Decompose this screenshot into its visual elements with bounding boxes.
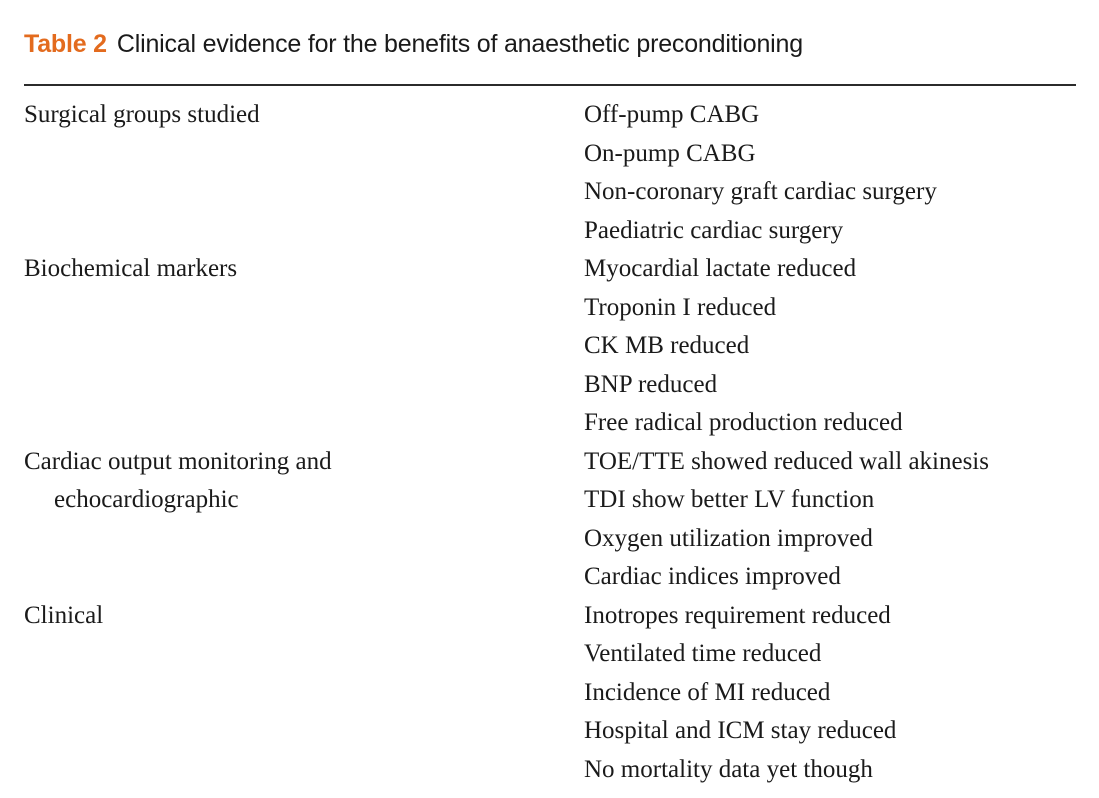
category-label: Clinical	[24, 597, 564, 636]
finding-item: No mortality data yet though	[584, 751, 1099, 790]
finding-item: Free radical production reduced	[584, 404, 1099, 443]
table-row: Cardiac output monitoring andechocardiog…	[0, 443, 1099, 597]
finding-item: BNP reduced	[584, 366, 1099, 405]
finding-item: Paediatric cardiac surgery	[584, 212, 1099, 251]
evidence-table: Surgical groups studied Off-pump CABGOn-p…	[0, 96, 1099, 789]
finding-item: Off-pump CABG	[584, 96, 1099, 135]
finding-item: Non-coronary graft cardiac surgery	[584, 173, 1099, 212]
finding-item: Myocardial lactate reduced	[584, 250, 1099, 289]
table-top-rule	[24, 84, 1076, 86]
table-row: Biochemical markers Myocardial lactate re…	[0, 250, 1099, 443]
category-label: echocardiographic	[24, 481, 564, 520]
row-findings: Myocardial lactate reducedTroponin I red…	[584, 250, 1099, 443]
finding-item: Inotropes requirement reduced	[584, 597, 1099, 636]
category-label: Cardiac output monitoring and	[24, 443, 564, 482]
finding-item: Ventilated time reduced	[584, 635, 1099, 674]
finding-item: Cardiac indices improved	[584, 558, 1099, 597]
finding-item: CK MB reduced	[584, 327, 1099, 366]
category-label: Surgical groups studied	[24, 96, 564, 135]
finding-item: TOE/TTE showed reduced wall akinesis	[584, 443, 1099, 482]
row-findings: TOE/TTE showed reduced wall akinesisTDI …	[584, 443, 1099, 597]
row-category: Surgical groups studied	[24, 96, 564, 135]
finding-item: TDI show better LV function	[584, 481, 1099, 520]
finding-item: Incidence of MI reduced	[584, 674, 1099, 713]
row-findings: Off-pump CABGOn-pump CABGNon-coronary gr…	[584, 96, 1099, 250]
row-findings: Inotropes requirement reducedVentilated …	[584, 597, 1099, 790]
table-label: Table 2	[24, 30, 107, 58]
finding-item: On-pump CABG	[584, 135, 1099, 174]
row-category: Clinical	[24, 597, 564, 636]
table-title: Clinical evidence for the benefits of an…	[117, 30, 803, 58]
table-caption: Table 2 Clinical evidence for the benefit…	[24, 30, 803, 59]
row-category: Cardiac output monitoring andechocardiog…	[24, 443, 564, 520]
finding-item: Hospital and ICM stay reduced	[584, 712, 1099, 751]
finding-item: Oxygen utilization improved	[584, 520, 1099, 559]
table-row: Surgical groups studied Off-pump CABGOn-p…	[0, 96, 1099, 250]
category-label: Biochemical markers	[24, 250, 564, 289]
finding-item: Troponin I reduced	[584, 289, 1099, 328]
row-category: Biochemical markers	[24, 250, 564, 289]
table-row: Clinical Inotropes requirement reducedVen…	[0, 597, 1099, 790]
